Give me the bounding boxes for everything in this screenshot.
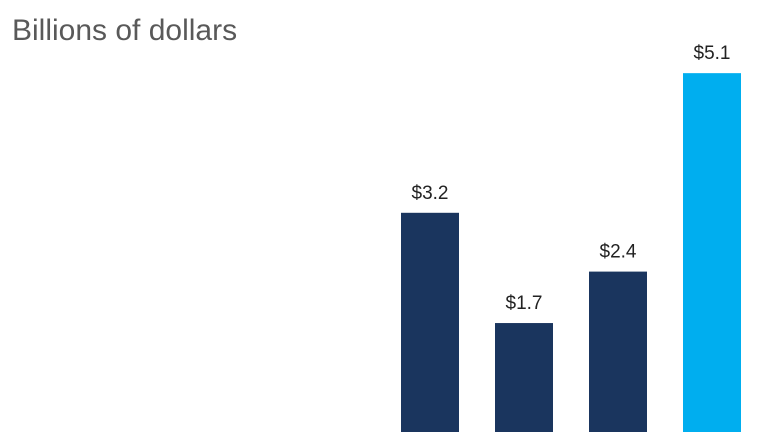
bar	[401, 212, 459, 432]
chart-subtitle: Billions of dollars	[12, 14, 237, 47]
value-label: $5.1	[694, 43, 731, 64]
bar	[683, 73, 741, 432]
value-label: $1.7	[506, 293, 543, 314]
value-label: $2.4	[600, 242, 637, 263]
bar	[495, 323, 553, 432]
bar	[589, 271, 647, 432]
value-label: $3.2	[412, 183, 449, 204]
